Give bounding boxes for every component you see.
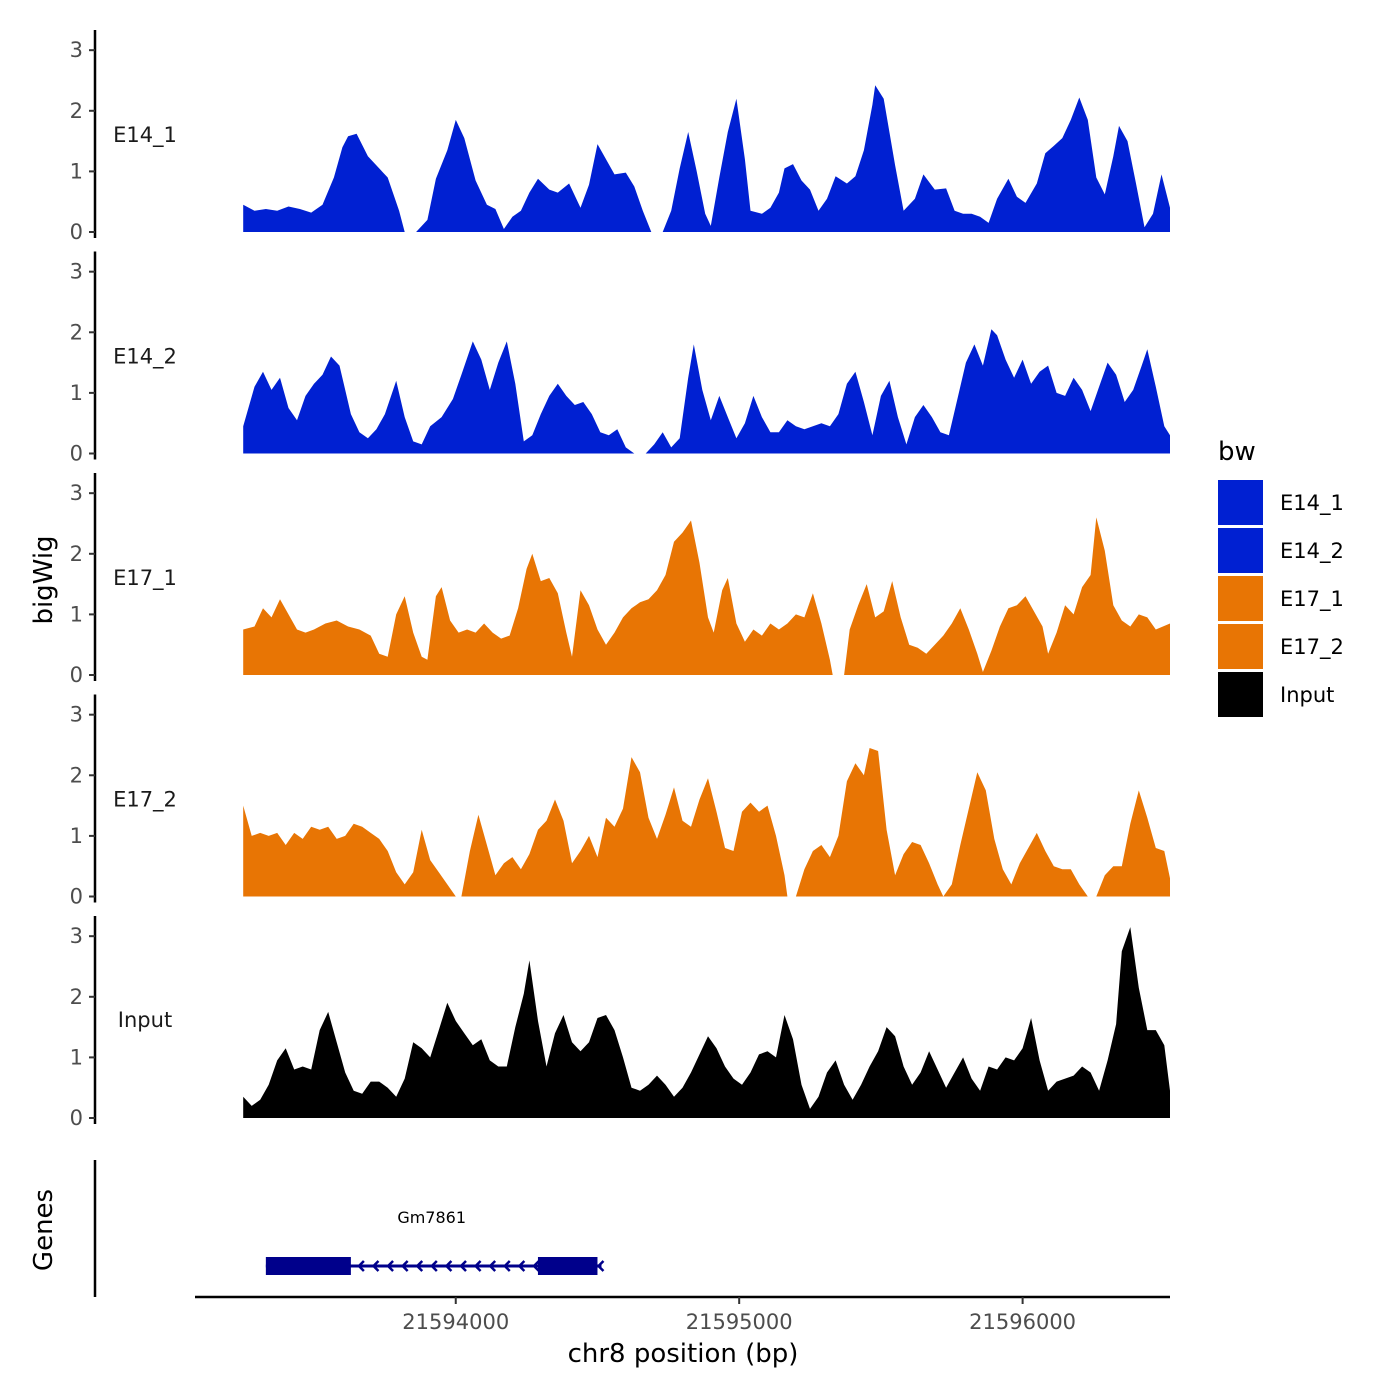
area-e17-1	[243, 517, 1170, 675]
y-tick-label: 0	[70, 220, 83, 244]
strand-arrow	[473, 1260, 482, 1272]
y-tick-label: 3	[70, 703, 83, 727]
x-tick-label: 21595000	[686, 1310, 793, 1334]
strand-arrow	[357, 1260, 365, 1272]
track-e17-1: 0 1 2 3 E17_1	[70, 473, 1170, 687]
area-input	[243, 927, 1170, 1118]
gene-label: Gm7861	[397, 1208, 466, 1227]
y-tick-label: 3	[70, 924, 83, 948]
strand-arrow	[532, 1260, 540, 1272]
strand-arrow	[459, 1260, 467, 1272]
track-e14-1: 0 1 2 3 E14_1	[70, 30, 1170, 244]
genes-axis-title: Genes	[29, 1189, 59, 1271]
track-input: 0 1 2 3 Input	[70, 916, 1170, 1130]
strand-arrow	[517, 1260, 526, 1272]
y-tick-label: 3	[70, 38, 83, 62]
y-tick-label: 3	[70, 481, 83, 505]
y-tick-label: 1	[70, 1045, 83, 1069]
track-label: E14_1	[113, 123, 177, 148]
track-e14-2: 0 1 2 3 E14_2	[70, 251, 1170, 466]
legend-label: E14_1	[1280, 491, 1344, 516]
track-label: E14_2	[113, 345, 177, 370]
area-e14-2	[243, 329, 1170, 454]
legend: bw E14_1 E14_2 E17_1 E17_2 Input	[1218, 437, 1344, 717]
legend-swatch	[1218, 480, 1263, 525]
y-tick-label: 0	[70, 663, 83, 687]
strand-arrow	[400, 1260, 409, 1272]
track-e17-2: 0 1 2 3 E17_2	[70, 694, 1170, 909]
legend-label: Input	[1280, 683, 1334, 707]
strand-arrow	[444, 1260, 453, 1272]
y-tick-label: 2	[70, 763, 83, 787]
track-label: Input	[118, 1008, 172, 1032]
y-tick-label: 0	[70, 885, 83, 909]
legend-swatch	[1218, 624, 1263, 669]
strand-arrow	[415, 1260, 424, 1272]
legend-swatch	[1218, 576, 1263, 621]
strand-arrow	[596, 1260, 605, 1272]
x-axis-title: chr8 position (bp)	[568, 1339, 799, 1369]
strand-arrow	[430, 1260, 438, 1272]
strand-arrow	[371, 1260, 380, 1272]
y-tick-label: 1	[70, 602, 83, 626]
gene-track: Gm7861	[93, 1160, 605, 1297]
y-tick-label: 1	[70, 824, 83, 848]
y-tick-label: 2	[70, 320, 83, 344]
y-tick-label: 0	[70, 442, 83, 466]
legend-label: E17_2	[1280, 635, 1344, 660]
x-tick-label: 21596000	[969, 1310, 1076, 1334]
y-tick-label: 2	[70, 985, 83, 1009]
legend-swatch	[1218, 672, 1263, 717]
x-tick-label: 21594000	[402, 1310, 509, 1334]
strand-arrow	[488, 1260, 497, 1272]
gene-exon	[265, 1257, 351, 1275]
y-tick-label: 3	[70, 260, 83, 284]
y-axis-title: bigWig	[29, 535, 59, 624]
area-e17-2	[243, 748, 1170, 897]
y-tick-label: 2	[70, 542, 83, 566]
legend-title: bw	[1218, 437, 1256, 467]
area-e14-1	[243, 85, 1170, 232]
x-axis: 21594000 21595000 21596000	[195, 1295, 1170, 1334]
y-tick-label: 0	[70, 1106, 83, 1130]
y-tick-label: 1	[70, 159, 83, 183]
y-tick-label: 2	[70, 99, 83, 123]
strand-arrow	[503, 1260, 511, 1272]
track-label: E17_1	[113, 566, 177, 591]
legend-label: E17_1	[1280, 587, 1344, 612]
bigwig-tracks: 0 1 2 3 E14_1 0 1 2 3 E14_2 0 1 2 3 E17_1 0 1 2 3 E17_2 0 1 2 3…	[70, 30, 1170, 1130]
legend-swatch	[1218, 528, 1263, 573]
track-label: E17_2	[113, 788, 177, 813]
strand-arrow	[386, 1260, 394, 1272]
y-tick-label: 1	[70, 381, 83, 405]
legend-label: E14_2	[1280, 539, 1344, 564]
gene-gm7861: Gm7861	[265, 1208, 605, 1275]
gene-exon	[537, 1257, 598, 1275]
